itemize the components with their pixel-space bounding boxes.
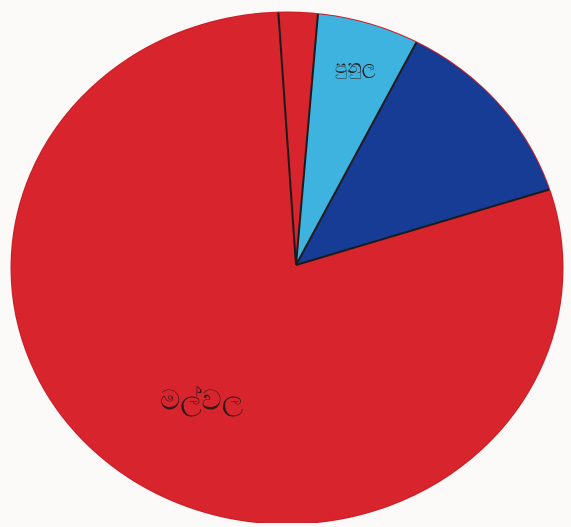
slice-edge-2 (295, 12, 322, 266)
slice-edge-1 (275, 12, 297, 266)
slice-edge-3 (295, 12, 433, 266)
pie-slice-label-2: පුනුල (335, 57, 376, 78)
slice-edge-4 (295, 182, 563, 266)
pie-slice-1 (276, 12, 321, 265)
pie-slice-label-4: මල්වල (160, 383, 243, 416)
pie-slice-4 (11, 12, 563, 524)
pie-slice-2 (296, 12, 433, 265)
